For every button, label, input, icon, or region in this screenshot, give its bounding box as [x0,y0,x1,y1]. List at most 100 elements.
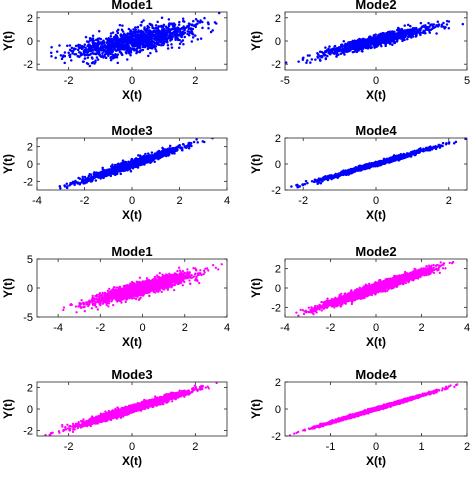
x-tick-label: 0 [373,75,379,87]
data-point [189,27,193,31]
data-point [335,52,339,55]
data-point [192,19,195,23]
data-point [365,44,368,48]
data-point [76,48,80,52]
data-point [206,21,210,24]
data-point [98,42,101,46]
data-point [419,21,423,25]
data-point [442,21,445,25]
data-point [126,33,129,36]
data-point [88,39,92,42]
data-point [182,20,186,23]
data-point [129,54,132,57]
data-point [121,34,125,37]
data-point [175,148,178,152]
data-point [392,41,396,44]
data-point [136,26,140,29]
data-point [142,156,145,160]
data-point [395,40,399,43]
data-point [97,176,100,179]
data-point [159,38,162,42]
data-point [190,40,194,43]
data-point [179,32,182,35]
data-point [454,140,458,144]
data-point [380,38,384,42]
data-point [93,42,97,45]
data-point [333,49,337,53]
data-point [71,181,74,184]
data-point [318,50,322,54]
data-point [351,45,354,48]
data-point [385,41,388,45]
data-point [186,30,189,33]
data-point [97,30,101,33]
y-tick-label: 0 [275,36,281,48]
data-point [126,48,129,51]
scatter-points [290,138,467,189]
data-point [109,174,113,178]
data-point [380,44,383,48]
data-point [349,41,353,44]
data-point [73,53,76,56]
data-point [160,43,163,47]
data-point [403,24,406,27]
data-point [196,19,199,23]
data-point [139,161,143,164]
data-point [141,30,145,33]
data-point [181,142,185,146]
data-point [192,140,196,144]
data-point [91,34,95,37]
data-point [101,52,104,55]
data-point [376,35,379,38]
data-point [305,61,308,65]
data-point [152,29,155,33]
data-point [115,42,118,46]
data-point [26,52,29,55]
data-point [50,55,53,58]
data-point [68,48,72,52]
data-point [93,46,97,49]
data-point [126,38,129,41]
data-point [298,185,302,188]
data-point [66,185,69,188]
data-point [183,28,186,32]
data-point [137,41,141,45]
data-point [425,26,429,30]
data-point [343,44,346,47]
data-point [121,30,125,33]
data-point [412,28,416,32]
data-point [68,183,71,187]
data-point [171,151,175,155]
data-point [447,27,451,30]
data-point [422,29,425,33]
data-point [131,38,135,41]
data-point [70,46,74,50]
data-point [435,32,438,35]
x-tick-label: 5 [464,75,470,87]
data-point [395,28,399,32]
data-point [461,22,465,26]
data-point [164,31,167,35]
data-point [301,57,305,60]
data-point [104,172,107,176]
x-axis-label: X(t) [366,88,386,102]
data-point [207,27,210,30]
data-point [160,16,164,19]
data-point [119,43,122,46]
data-point [74,44,78,48]
data-point [94,52,98,55]
data-point [137,154,140,157]
data-point [94,179,98,182]
data-point [347,49,351,53]
data-point [106,39,109,42]
data-point [440,23,444,27]
data-point [328,45,331,48]
data-point [139,158,142,162]
data-point [400,27,404,31]
data-point [176,28,179,31]
data-point [182,43,185,46]
data-point [60,57,64,61]
data-point [182,25,185,29]
data-point [119,162,123,165]
